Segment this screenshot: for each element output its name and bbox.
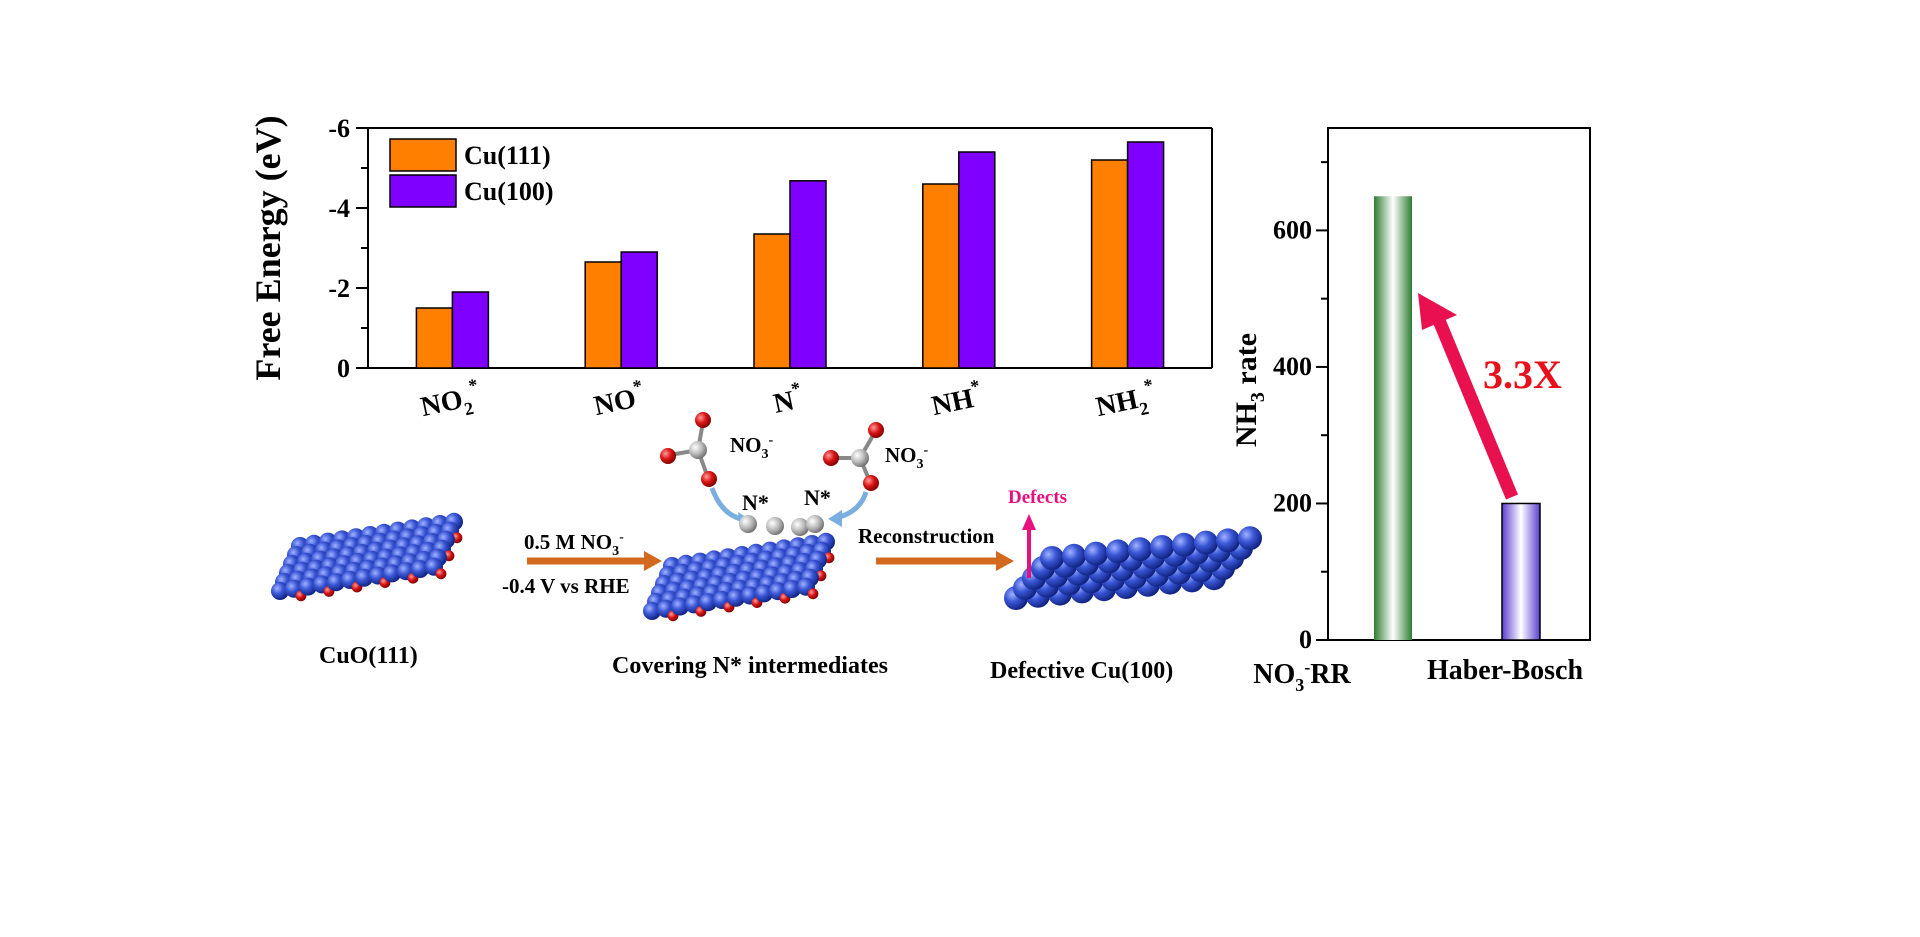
- n-atom: [739, 515, 757, 533]
- bar-cu111: [584, 261, 622, 369]
- n-atom: [806, 515, 824, 533]
- y-tick-label: 600: [1273, 215, 1312, 244]
- bar-cu111: [922, 183, 960, 369]
- bar-haber-bosch: [1501, 502, 1541, 641]
- cu-atom: [411, 560, 429, 578]
- nitrate-molecule-right: [823, 422, 884, 491]
- free-energy-chart: -6 -4 -2 0 NO2* NO* N* NH* NH2* Free Energy (eV…: [248, 114, 1213, 428]
- bar-nitrate-rr: [1374, 196, 1412, 640]
- o-atom: [435, 568, 447, 580]
- cu-atom: [1062, 543, 1086, 568]
- n-atom: [791, 518, 809, 536]
- chart-a-x-labels: NO2* NO* N* NH* NH2*: [417, 374, 1159, 428]
- bar-cu100: [1126, 141, 1165, 369]
- cu-atom: [783, 580, 801, 598]
- o-atom: [807, 588, 819, 600]
- chart-b-x-label-haber: Haber-Bosch: [1427, 655, 1583, 686]
- bar-cu111: [1090, 159, 1129, 369]
- cu-atom: [1172, 532, 1196, 557]
- bar-cu111: [753, 233, 791, 369]
- y-tick-label: -6: [328, 114, 350, 143]
- cu-atom: [1238, 526, 1262, 551]
- legend-swatch-cu111: [389, 138, 457, 172]
- y-tick-label: -4: [328, 194, 350, 223]
- covered-slab: [643, 532, 835, 622]
- step2-caption: Covering N* intermediates: [612, 653, 888, 679]
- cu-atom: [1106, 539, 1130, 564]
- improvement-annotation: 3.3X: [1483, 352, 1562, 397]
- x-category-label: NH2*: [1092, 374, 1159, 428]
- cu-atom: [271, 582, 289, 600]
- y-tick-label: -2: [328, 274, 350, 303]
- cu-atom: [671, 597, 689, 616]
- cu-atom: [755, 584, 773, 603]
- improvement-arrow-shaft: [1431, 315, 1519, 500]
- x-category-label: NO*: [590, 375, 648, 422]
- cu-atom: [1216, 528, 1240, 553]
- n-star-label-left: N*: [742, 490, 769, 515]
- defects-label: Defects: [1008, 487, 1067, 508]
- bar-cu100: [451, 291, 490, 369]
- chart-a-y-ticks: -6 -4 -2 0: [328, 114, 368, 383]
- nitrate-label-left: NO3-: [730, 433, 774, 462]
- cu-atom: [383, 564, 401, 583]
- cu-atom: [727, 588, 745, 607]
- x-category-label: NH*: [928, 375, 986, 422]
- cu100-slab: [1004, 526, 1262, 610]
- y-tick-label: 400: [1273, 352, 1312, 381]
- cu-atom: [1150, 535, 1174, 559]
- cu-atom: [327, 573, 345, 592]
- chart-b-bars: [1374, 196, 1541, 641]
- chart-b-x-label-nitrate: NO3-RR: [1253, 657, 1351, 695]
- chart-b-y-label: NH3 rate: [1230, 333, 1269, 447]
- n-atom: [766, 517, 784, 535]
- x-category-label: N*: [769, 378, 805, 420]
- step1-caption: CuO(111): [319, 643, 418, 669]
- legend-label-cu100: Cu(100): [464, 177, 554, 206]
- nitrate-label-right: NO3-: [885, 443, 929, 472]
- cu-atom: [1040, 546, 1064, 570]
- bar-cu111: [415, 307, 454, 369]
- reaction-scheme: NO3- NO3- N* N* 0.5 M NO3- -0.4 V vs RHE…: [271, 412, 1262, 684]
- y-tick-label: 200: [1273, 488, 1312, 517]
- chart-b-y-ticks: 0 200 400 600: [1273, 161, 1328, 654]
- cu-atom: [355, 568, 373, 587]
- step3-caption: Defective Cu(100): [990, 658, 1173, 684]
- arrow1-condition: 0.5 M NO3-: [524, 530, 624, 559]
- bar-cu100: [620, 251, 658, 369]
- nh3-rate-chart: 0 200 400 600 NH3 rate NO3-RR Haber-Bosch 3…: [1230, 127, 1591, 695]
- legend-label-cu111: Cu(111): [464, 141, 551, 170]
- reconstruction-label: Reconstruction: [858, 524, 995, 548]
- chart-a-bars: [415, 141, 1165, 369]
- bar-cu100: [958, 151, 996, 369]
- cuo-slab: [271, 512, 463, 602]
- nitrate-molecule-left: [660, 412, 717, 487]
- chart-b-frame: [1327, 127, 1591, 641]
- cu-atom: [1128, 537, 1152, 562]
- cu-atom: [699, 593, 717, 612]
- improvement-arrow-head: [1418, 293, 1457, 330]
- legend-swatch-cu100: [389, 174, 457, 208]
- x-category-label: NO2*: [417, 374, 484, 428]
- y-tick-label: 0: [337, 354, 350, 383]
- cu-atom: [1084, 541, 1108, 566]
- y-tick-label: 0: [1299, 625, 1312, 654]
- cu-atom: [643, 602, 661, 620]
- bar-cu100: [789, 180, 827, 369]
- legend: Cu(111) Cu(100): [389, 138, 554, 208]
- n-star-label-right: N*: [804, 485, 831, 510]
- cu-atom: [1194, 530, 1218, 555]
- arrow1-potential: -0.4 V vs RHE: [502, 574, 630, 598]
- cu-atom: [299, 577, 317, 596]
- chart-a-y-label: Free Energy (eV): [248, 115, 288, 380]
